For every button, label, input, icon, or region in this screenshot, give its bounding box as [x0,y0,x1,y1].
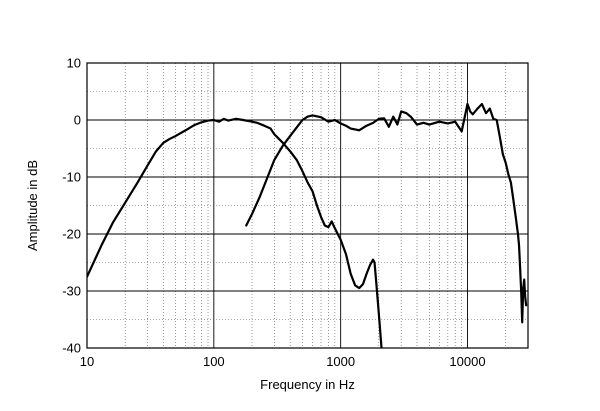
x-tick-label: 1000 [326,354,355,369]
y-axis-label: Amplitude in dB [25,160,40,251]
x-tick-label: 100 [203,354,225,369]
y-tick-label: -10 [62,170,81,185]
series-line-2 [245,102,528,324]
x-axis-label: Frequency in Hz [260,377,355,392]
plot-frame [86,62,529,349]
x-tick-labels: 10 100 1000 10000 [80,354,486,369]
series-line-1 [87,117,383,348]
x-tick-label: 10000 [449,354,485,369]
series-group [87,102,528,348]
y-tick-labels: 10 0 -10 -20 -30 -40 [62,56,81,356]
grid [86,62,529,349]
y-tick-label: -40 [62,341,81,356]
y-tick-label: -30 [62,284,81,299]
y-tick-label: -20 [62,227,81,242]
x-tick-label: 10 [80,354,94,369]
y-tick-label: 0 [74,113,81,128]
y-tick-label: 10 [67,56,81,71]
